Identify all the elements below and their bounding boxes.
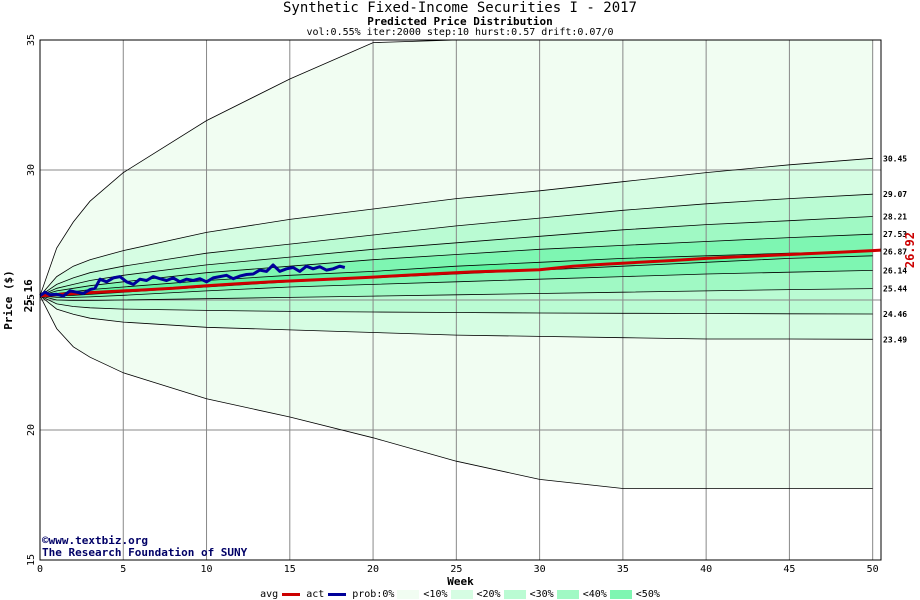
contour-q20_bot: [40, 295, 873, 315]
y-tick-label-15: 15: [26, 554, 37, 566]
x-tick-label-30: 30: [534, 564, 546, 575]
x-tick-label-0: 0: [37, 564, 43, 575]
right-label-0: 30.45: [883, 154, 907, 163]
grid: [40, 40, 881, 560]
x-axis-title: Week: [447, 575, 474, 588]
chart-title: Synthetic Fixed-Income Securities I - 20…: [282, 0, 637, 16]
right-label-7: 24.46: [883, 310, 907, 319]
right-label-2: 28.21: [883, 213, 907, 222]
legend-b20-label: <20%: [476, 588, 501, 600]
contour-q20_top: [40, 193, 873, 297]
start-value-label: 25.16: [22, 279, 35, 312]
legend-act-swatch: [328, 592, 347, 596]
contour-q40_bot: [40, 270, 873, 298]
final-avg-label: 26.92: [903, 232, 917, 268]
x-tick-label-15: 15: [284, 564, 296, 575]
right-label-5: 26.14: [883, 266, 907, 275]
x-tick-label-40: 40: [700, 564, 712, 575]
contour-q10_top: [40, 157, 873, 297]
x-tick-label-45: 45: [783, 564, 795, 575]
legend-band40-swatch: [609, 589, 632, 599]
x-tick-label-5: 5: [120, 564, 126, 575]
x-tick-label-20: 20: [367, 564, 379, 575]
contour-q40_top: [40, 233, 873, 297]
series-lines: [39, 248, 882, 298]
contour-q10_bot: [40, 295, 873, 340]
legend-band0-swatch: [397, 589, 420, 599]
simulation-params: vol:0.55% iter:2000 step:10 hurst:0.57 d…: [306, 27, 614, 38]
right-label-3: 27.53: [883, 230, 907, 239]
legend-avg-label: avg: [260, 588, 279, 600]
y-axis-title: Price ($): [2, 270, 15, 330]
right-label-8: 23.49: [883, 335, 907, 344]
x-tick-label-25: 25: [450, 564, 462, 575]
legend-avg-swatch: [282, 592, 301, 596]
series-avg-line: [39, 248, 882, 298]
legend-b10-label: <10%: [423, 588, 448, 600]
legend-b40-label: <40%: [582, 588, 607, 600]
y-tick-label-25: 25: [26, 294, 37, 306]
legend-band10-swatch: [450, 589, 473, 599]
contour-q30_bot: [40, 288, 873, 301]
axes-labels: 0 5 10 15 20 25 30 35 40 45 50 15 20 25 30 35 25.16 Price…: [2, 34, 917, 588]
credit-url: ©www.textbiz.org: [42, 534, 148, 547]
x-tick-label-10: 10: [201, 564, 213, 575]
x-tick-label-50: 50: [867, 564, 879, 575]
legend-b50-label: <50%: [635, 588, 660, 600]
legend-prob-label: prob:0%: [352, 588, 395, 600]
credit-org: The Research Foundation of SUNY: [42, 546, 248, 559]
x-tick-label-35: 35: [617, 564, 629, 575]
y-tick-label-35: 35: [26, 34, 37, 46]
y-tick-label-30: 30: [26, 164, 37, 176]
y-tick-label-20: 20: [26, 424, 37, 436]
legend-band30-swatch: [556, 589, 579, 599]
chart-subtitle: Predicted Price Distribution: [367, 15, 553, 28]
contour-outer_top: [40, 40, 873, 296]
legend-band20-swatch: [503, 589, 526, 599]
right-label-1: 29.07: [883, 190, 907, 199]
band-contours: [40, 40, 873, 489]
right-label-4: 26.87: [883, 247, 907, 256]
legend-b30-label: <30%: [529, 588, 554, 600]
contour-q30_top: [40, 216, 873, 297]
legend: avg act prob:0% <10% <20% <30% <40% <50%: [0, 588, 920, 600]
legend-act-label: act: [306, 588, 325, 600]
series-act-line: [39, 263, 346, 298]
right-label-6: 25.44: [883, 285, 907, 294]
contour-outer_bot: [40, 295, 873, 489]
plot-frame: [39, 39, 882, 561]
